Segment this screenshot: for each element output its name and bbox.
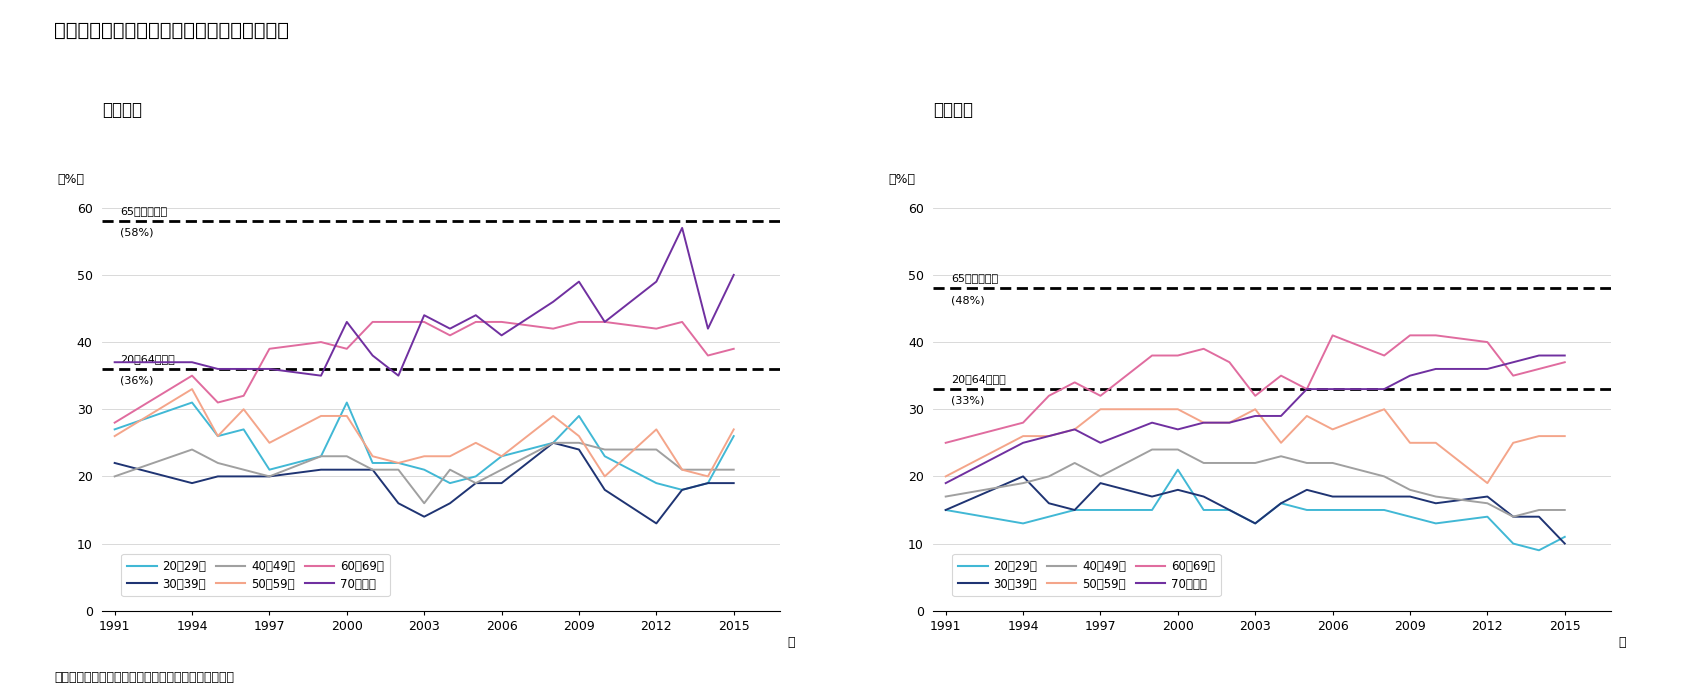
Text: 20～64歳目標: 20～64歳目標	[951, 373, 1006, 384]
Text: (33%): (33%)	[951, 396, 984, 406]
Text: (48%): (48%)	[951, 295, 984, 305]
Text: （%）: （%）	[58, 173, 85, 186]
Text: 65歳以上目標: 65歳以上目標	[951, 273, 997, 283]
Text: （資料）厚生労働省「国民健康・栄養調査（各年）」: （資料）厚生労働省「国民健康・栄養調査（各年）」	[54, 670, 234, 684]
Text: 年: 年	[787, 636, 795, 649]
Legend: 20～29歳, 30～39歳, 40～49歳, 50～59歳, 60～69歳, 70歳以上: 20～29歳, 30～39歳, 40～49歳, 50～59歳, 60～69歳, …	[120, 554, 390, 596]
Text: 20～64歳目標: 20～64歳目標	[120, 353, 175, 364]
Text: (58%): (58%)	[120, 228, 153, 238]
Text: (36%): (36%)	[120, 375, 153, 386]
Text: （%）: （%）	[889, 173, 916, 186]
Text: 図表５　「運動習慣のある者」の割合の推移: 図表５ 「運動習慣のある者」の割合の推移	[54, 21, 290, 40]
Text: 【男性】: 【男性】	[102, 101, 142, 119]
Text: 65歳以上目標: 65歳以上目標	[120, 206, 166, 216]
Text: 【女性】: 【女性】	[933, 101, 974, 119]
Legend: 20～29歳, 30～39歳, 40～49歳, 50～59歳, 60～69歳, 70歳以上: 20～29歳, 30～39歳, 40～49歳, 50～59歳, 60～69歳, …	[951, 554, 1221, 596]
Text: 年: 年	[1618, 636, 1626, 649]
